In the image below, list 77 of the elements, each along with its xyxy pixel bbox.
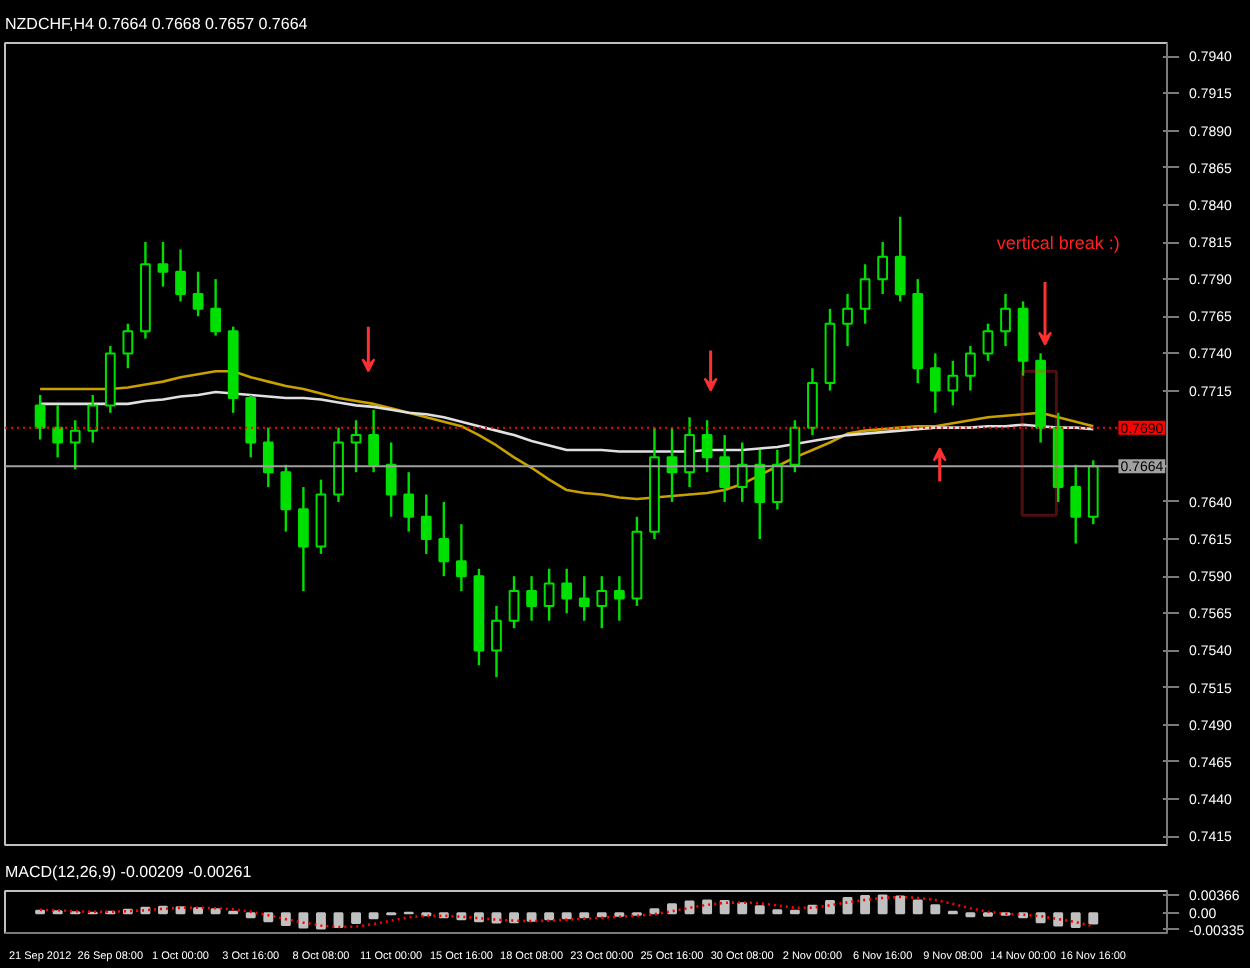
- bar: [807, 904, 818, 915]
- bar: [368, 912, 379, 920]
- bar: [754, 905, 765, 915]
- annotation: vertical break :): [996, 233, 1120, 253]
- bar: [544, 912, 555, 921]
- candlestick: [350, 419, 362, 474]
- candlestick: [543, 567, 555, 622]
- bar: [351, 912, 362, 925]
- line-series: [38, 369, 1095, 501]
- candlestick: [596, 574, 608, 630]
- candlestick: [807, 367, 818, 437]
- bar: [1070, 912, 1081, 929]
- line-series: [38, 895, 1095, 929]
- candlestick: [385, 441, 397, 518]
- candlestick: [1000, 292, 1011, 348]
- candlestick: [298, 485, 309, 593]
- candlestick: [771, 448, 783, 511]
- bar: [280, 912, 291, 927]
- candlestick: [175, 248, 186, 303]
- candlestick: [965, 344, 976, 392]
- bar: [684, 900, 695, 915]
- candlestick: [262, 426, 274, 489]
- candlestick: [52, 404, 64, 459]
- bar: [1035, 912, 1046, 924]
- bar: [737, 902, 748, 915]
- candlestick: [69, 419, 81, 471]
- bar: [825, 899, 835, 915]
- candlestick: [684, 416, 695, 489]
- candlestick: [894, 215, 906, 303]
- candlestick: [736, 441, 748, 504]
- candlestick: [789, 419, 801, 474]
- candlestick: [859, 263, 871, 325]
- bar: [316, 912, 326, 930]
- candlestick: [877, 240, 889, 296]
- candlestick: [526, 574, 537, 622]
- candlestick: [578, 574, 590, 622]
- bar: [333, 912, 344, 929]
- candlestick: [280, 463, 292, 533]
- candlestick: [613, 574, 625, 622]
- candlestick: [719, 433, 731, 504]
- bar: [561, 912, 572, 920]
- candlestick: [1070, 463, 1082, 545]
- candlestick: [929, 352, 941, 415]
- candlestick: [245, 393, 257, 459]
- candlestick: [368, 408, 379, 474]
- bar: [719, 899, 730, 915]
- candlestick: [34, 393, 46, 441]
- bar: [702, 899, 713, 915]
- candlestick: [403, 471, 415, 533]
- bar: [895, 895, 906, 915]
- bar: [526, 912, 537, 922]
- chart-title: MACD(12,26,9) -0.00209 -0.00261: [5, 863, 253, 881]
- candlestick: [122, 322, 134, 370]
- candlestick: [561, 567, 573, 615]
- candlestick: [157, 240, 169, 288]
- candlestick: [842, 292, 853, 348]
- bar: [912, 899, 923, 915]
- candlestick: [701, 419, 713, 474]
- bar: [193, 907, 204, 915]
- bar: [930, 904, 941, 915]
- bar: [1088, 912, 1099, 925]
- candlestick: [438, 500, 450, 578]
- candlestick: [982, 322, 994, 363]
- candlestick: [508, 574, 520, 630]
- bar: [1053, 912, 1064, 927]
- candlestick: [754, 448, 766, 541]
- candlestick: [192, 270, 204, 318]
- candlestick: [87, 393, 99, 444]
- candlestick: [491, 604, 502, 679]
- candlestick: [947, 359, 959, 407]
- candlestick: [455, 523, 467, 593]
- bar: [263, 912, 274, 923]
- candlestick: [420, 493, 432, 556]
- candlestick: [210, 277, 222, 337]
- bar: [667, 903, 677, 915]
- bar: [298, 912, 309, 929]
- chart-title: NZDCHF,H4 0.7664 0.7668 0.7657 0.7664: [5, 15, 309, 33]
